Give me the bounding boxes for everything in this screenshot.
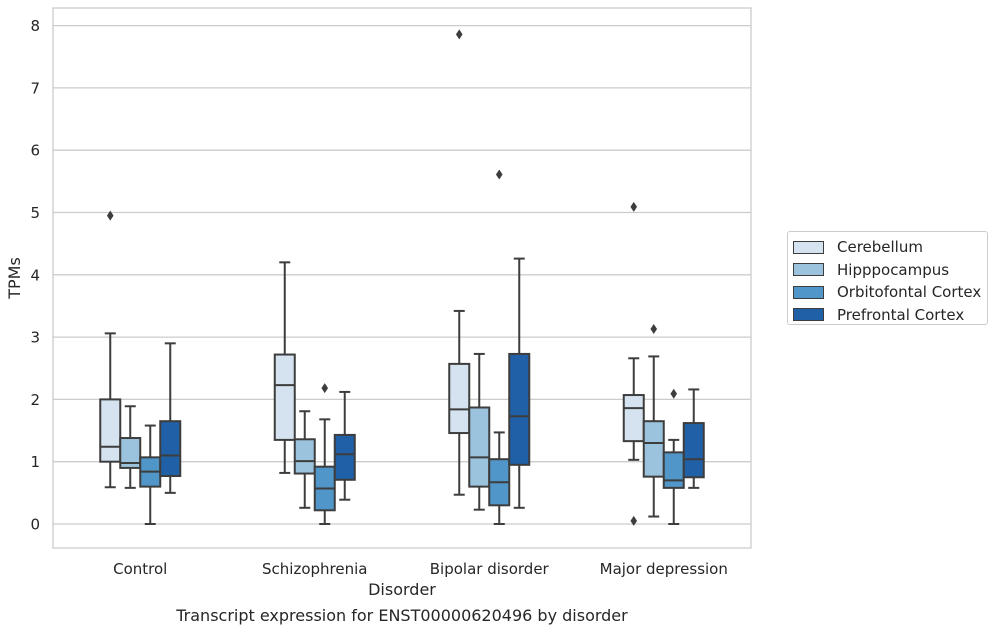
outlier-point — [670, 388, 678, 399]
box — [448, 362, 471, 435]
x-tick-label: Control — [113, 560, 167, 578]
box — [293, 438, 316, 475]
outlier-point — [455, 29, 463, 40]
y-tick-labels: 0 1 2 3 4 5 6 7 8 — [30, 17, 40, 533]
box-group — [119, 405, 142, 489]
legend-swatch — [793, 308, 824, 322]
box — [159, 420, 182, 478]
box — [273, 353, 296, 441]
legend-swatch — [793, 263, 824, 277]
box-group — [642, 324, 665, 518]
x-tick-label: Schizophrenia — [262, 560, 367, 578]
legend-label: Orbitofontal Cortex — [837, 283, 982, 302]
y-tick-label: 3 — [30, 329, 40, 347]
x-tick-label: Bipolar disorder — [430, 560, 550, 578]
box-group — [333, 390, 356, 501]
outlier-point — [630, 201, 638, 212]
box — [622, 394, 645, 443]
box — [662, 451, 685, 489]
outlier-point — [495, 169, 503, 180]
box-group — [273, 261, 296, 474]
legend-label: Cerebellum — [837, 238, 923, 257]
legend-item: Orbitofontal Cortex — [788, 281, 987, 304]
outlier-point — [630, 515, 638, 526]
box — [508, 352, 531, 466]
y-tick-label: 1 — [30, 453, 40, 471]
box-group — [682, 388, 705, 489]
legend-swatch — [793, 285, 824, 299]
box-group — [622, 201, 645, 526]
box — [333, 433, 356, 481]
legend-label: Hipppocampus — [837, 260, 950, 279]
y-tick-label: 8 — [30, 17, 40, 35]
legend-item: Hipppocampus — [788, 259, 987, 282]
y-tick-label: 6 — [30, 142, 40, 160]
box — [682, 422, 705, 479]
box-group — [488, 169, 511, 525]
box-group — [662, 388, 685, 525]
legend-swatch — [793, 240, 824, 254]
box-group — [99, 210, 122, 489]
box-layer — [99, 29, 705, 526]
y-tick-label: 0 — [30, 516, 40, 534]
box-group — [508, 257, 531, 509]
plot-frame — [52, 7, 752, 549]
y-tick-label: 5 — [30, 204, 40, 222]
box-group — [139, 424, 162, 525]
legend-label: Prefrontal Cortex — [837, 305, 965, 324]
y-tick-label: 4 — [30, 266, 40, 284]
box — [119, 437, 142, 469]
box — [642, 420, 665, 478]
x-tick-labels: Control Schizophrenia Bipolar disorder Majo… — [113, 560, 728, 578]
outlier-point — [321, 383, 329, 394]
box-group — [293, 410, 316, 509]
box — [468, 406, 491, 488]
box-group — [448, 29, 471, 496]
box — [99, 398, 122, 463]
x-axis-title: Disorder — [368, 580, 436, 599]
y-axis-title: TPMs — [5, 257, 24, 300]
outlier-point — [650, 324, 658, 335]
legend-item: Cerebellum — [788, 236, 987, 259]
box-group — [313, 383, 336, 525]
chart-caption: Transcript expression for ENST0000062049… — [176, 606, 628, 625]
x-tick-label: Major depression — [600, 560, 728, 578]
legend: Cerebellum Hipppocampus Orbitofontal Corte… — [787, 231, 988, 325]
box-group — [468, 352, 491, 511]
legend-item: Prefrontal Cortex — [788, 304, 987, 327]
y-tick-label: 7 — [30, 79, 40, 97]
box-group — [159, 342, 182, 494]
y-tick-label: 2 — [30, 391, 40, 409]
outlier-point — [106, 210, 114, 221]
